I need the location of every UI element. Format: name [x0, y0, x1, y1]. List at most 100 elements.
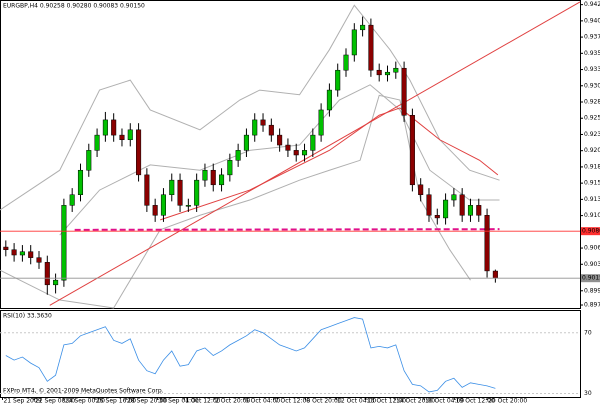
candle-body — [409, 115, 415, 186]
candle-body — [343, 54, 349, 71]
candle-body — [77, 169, 84, 195]
candle-body — [94, 134, 100, 151]
y-tick-label: 0.93790 — [584, 34, 600, 41]
y-tick-label: 0.92320 — [584, 131, 600, 138]
overlay-line — [74, 228, 500, 231]
x-tick-label: 19 Oct 12:00 — [456, 398, 495, 404]
candle-body — [86, 150, 92, 171]
x-tick-label: 16 Oct 04:00 — [425, 398, 464, 404]
candle-body — [219, 174, 225, 186]
candle-body — [260, 119, 266, 126]
x-tick-label: 21 Sep 2009 — [3, 398, 41, 404]
candle-body — [351, 29, 357, 56]
candle-body — [69, 194, 75, 206]
candle-body — [368, 24, 374, 71]
candle-body — [476, 205, 482, 216]
indicator-line — [5, 317, 496, 393]
overlay-line — [59, 84, 500, 236]
y-tick-label: 0.91585 — [584, 180, 600, 187]
x-tick-label: 2 Oct 20:00 — [215, 398, 250, 404]
candle-body — [194, 179, 200, 206]
chart-title: EURGBP,H4 0.90258 0.90280 0.90083 0.9015… — [3, 3, 145, 10]
candle-body — [360, 24, 366, 31]
candle-body — [169, 179, 175, 195]
candle-body — [36, 257, 42, 263]
y-tick-label: 0.90360 — [584, 261, 600, 268]
candle-body — [102, 119, 108, 136]
candle-body — [484, 215, 490, 272]
candle-body — [152, 205, 158, 216]
candle-body — [434, 215, 440, 219]
candle-body — [443, 199, 449, 219]
x-tick-label: 8 Oct 20:00 — [306, 398, 341, 404]
candle-body — [418, 184, 424, 195]
y-tick-label: 0.94035 — [584, 17, 600, 24]
candle-body — [492, 270, 498, 279]
y-tick-label: 0.93055 — [584, 82, 600, 89]
y-tick-label: 0.90605 — [584, 245, 600, 252]
x-tick-label: 12 Oct 04:00 — [337, 398, 376, 404]
candle-body — [235, 150, 241, 161]
candle-body — [310, 134, 316, 151]
candle-body — [376, 69, 382, 76]
x-tick-label: 30 Sep 04:00 — [159, 398, 199, 404]
candle-body — [301, 150, 308, 156]
overlay-line — [0, 4, 500, 211]
x-tick-label: 6 Oct 04:00 — [245, 398, 280, 404]
candle-body — [185, 205, 191, 207]
y-tick-label: 0.92075 — [584, 147, 600, 154]
footer: FXPro MT4, © 2001-2009 MetaQuotes Softwa… — [3, 388, 164, 395]
candle-body — [3, 246, 9, 250]
candle-body — [285, 144, 291, 151]
candle-body — [293, 150, 299, 156]
candle-body — [268, 124, 274, 136]
y-tick-label: 0.92810 — [584, 99, 600, 106]
y-tick-label: 0.91095 — [584, 212, 600, 219]
x-tick-label: 7 Oct 12:00 — [275, 398, 310, 404]
overlay-line — [49, 1, 581, 306]
y-tick-label: 0.92565 — [584, 115, 600, 122]
indicator-title: RSI(10) 33.3630 — [3, 313, 52, 320]
indicator-tick-label: 30 — [584, 390, 592, 397]
x-tick-label: 25 Sep 16:00 — [96, 398, 136, 404]
candle-body — [177, 179, 183, 206]
candle-body — [44, 262, 50, 286]
candle-body — [11, 249, 17, 256]
x-tick-label: 1 Oct 12:00 — [185, 398, 220, 404]
candle-body — [227, 160, 233, 176]
candle-body — [144, 174, 150, 206]
candle-body — [202, 169, 208, 181]
y-tick-label: 0.93300 — [584, 66, 600, 73]
candle-body — [127, 129, 133, 141]
candle-body — [61, 205, 67, 281]
candle-body — [335, 69, 341, 91]
price-label-box — [581, 274, 600, 283]
x-tick-label: 13 Oct 12:00 — [367, 398, 406, 404]
candle-body — [19, 251, 25, 256]
candle-body — [277, 134, 283, 146]
y-tick-label: 0.91830 — [584, 163, 600, 170]
candle-body — [384, 71, 391, 76]
candle-body — [210, 169, 216, 186]
candle-body — [53, 279, 59, 286]
y-tick-label: 0.91340 — [584, 196, 600, 203]
candle-body — [467, 205, 474, 216]
candle-body — [160, 194, 166, 216]
candle-body — [401, 67, 407, 116]
price-label-box — [581, 227, 600, 236]
main-frame — [0, 0, 581, 309]
indicator-tick-label: 70 — [584, 329, 592, 336]
overlay-line — [0, 94, 471, 309]
candle-body — [393, 67, 399, 73]
indicator-frame — [0, 310, 581, 398]
x-tick-label: 22 Sep 08:00 — [35, 398, 75, 404]
candle-body — [426, 194, 432, 216]
candle-body — [119, 134, 125, 141]
x-tick-label: 28 Sep 20:00 — [127, 398, 167, 404]
candle-body — [136, 129, 142, 176]
candle-body — [28, 251, 34, 258]
price-label: 0.90150 — [582, 275, 600, 282]
candle-body — [111, 119, 117, 136]
x-tick-label: 24 Sep 00:00 — [65, 398, 105, 404]
